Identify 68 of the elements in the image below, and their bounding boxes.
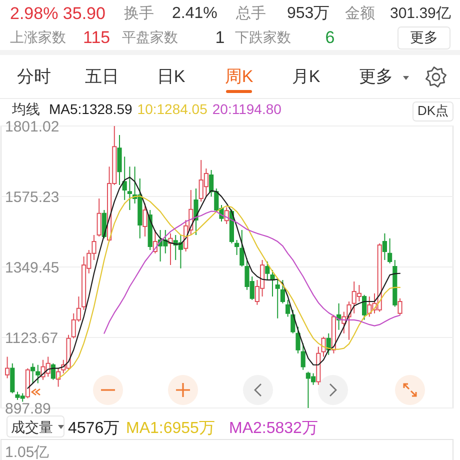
candlestick — [50, 362, 56, 380]
candlestick — [5, 356, 10, 379]
y-tick-label: 1123.67 — [5, 330, 58, 347]
candlestick — [382, 232, 387, 260]
candlestick — [127, 166, 132, 210]
text: MA1:6955万 — [126, 420, 215, 437]
text: 2.98% 35.90 — [10, 4, 106, 23]
candlestick — [300, 342, 306, 370]
y-tick-label: 1349.45 — [5, 260, 60, 276]
text: 分时 — [17, 67, 51, 86]
text: 20:1194.80 — [212, 101, 282, 117]
text: 换手 — [124, 5, 154, 22]
text: MA5:1328.59 — [49, 101, 132, 117]
candlestick — [398, 298, 402, 316]
line-series — [58, 195, 401, 379]
candlestick — [240, 229, 244, 268]
candlestick — [148, 210, 152, 250]
candlestick — [321, 336, 326, 358]
candlestick — [388, 238, 392, 264]
y-tick-label: 1801.02 — [5, 118, 60, 136]
text: 成交量 — [11, 419, 53, 435]
candlestick — [96, 198, 102, 238]
text: 115 — [83, 28, 110, 47]
legend-title: 均线 — [11, 101, 40, 117]
candlestick — [234, 239, 240, 256]
candlestick — [290, 309, 296, 334]
text: MA2:5832万 — [229, 420, 318, 437]
text: 下跌家数 — [235, 29, 291, 45]
candlestick — [25, 368, 30, 399]
candlestick — [392, 259, 398, 308]
text: 月K — [292, 67, 321, 86]
candlestick — [168, 232, 173, 266]
text: 4576万 — [68, 420, 120, 437]
text: 2.41% — [172, 5, 218, 22]
candlestick — [270, 269, 275, 297]
text: 10:1284.05 — [137, 101, 208, 117]
text: 平盘家数 — [122, 29, 178, 45]
candlestick — [56, 368, 61, 388]
text: 五日 — [85, 67, 119, 86]
y-tick-label: 1575.23 — [5, 189, 60, 206]
text: 更多 — [359, 67, 393, 86]
candlestick — [102, 210, 106, 239]
text: 金额 — [345, 5, 375, 22]
text: 周K — [224, 67, 254, 86]
text: 上涨家数 — [10, 29, 66, 45]
candlestick — [316, 346, 321, 386]
text: 日K — [156, 67, 186, 86]
candlestick — [286, 299, 290, 318]
candlestick — [142, 202, 148, 238]
text: 总手 — [235, 5, 266, 22]
candlestick — [280, 279, 285, 304]
text: 更多 — [410, 29, 438, 45]
y-tick-label: 897.89 — [5, 400, 51, 418]
text: DK点 — [417, 103, 449, 118]
candlestick — [224, 206, 229, 225]
text: 1 — [215, 28, 225, 47]
text: 953万 — [287, 5, 330, 22]
candlestick — [296, 326, 300, 354]
text: 1.05亿 — [5, 444, 50, 460]
candlestick — [122, 156, 127, 201]
candlestick — [117, 134, 122, 186]
candlestick — [265, 261, 270, 280]
text: 6 — [325, 28, 335, 47]
text: 301.39亿 — [390, 5, 451, 22]
candlestick — [362, 294, 367, 320]
candlestick — [10, 362, 15, 394]
candlestick — [275, 279, 280, 319]
line-series — [104, 210, 401, 334]
